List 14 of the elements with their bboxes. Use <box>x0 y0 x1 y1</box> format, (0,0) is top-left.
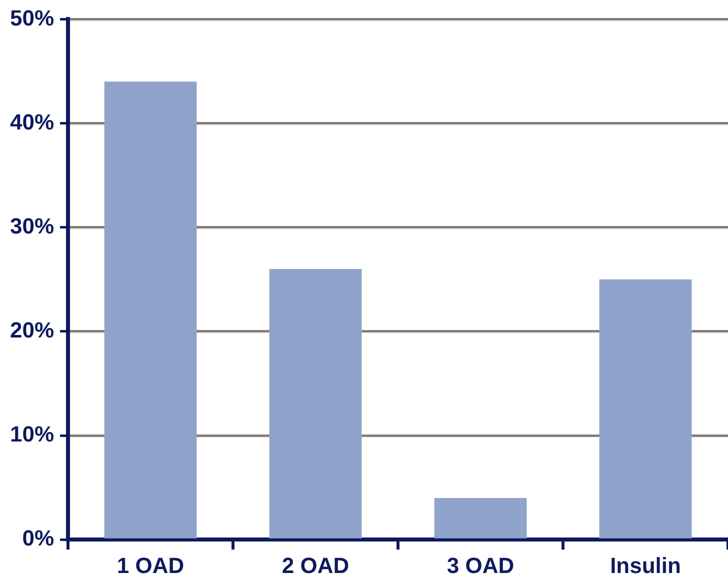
y-tick-label: 40% <box>10 109 54 134</box>
bar <box>104 82 197 538</box>
bar <box>599 279 692 538</box>
y-tick-label: 50% <box>10 5 54 30</box>
bar <box>434 498 527 538</box>
y-tick-label: 20% <box>10 318 54 343</box>
y-tick-label: 10% <box>10 422 54 447</box>
bar <box>269 268 362 538</box>
x-tick-label: Insulin <box>610 552 681 578</box>
x-tick-label: 2 OAD <box>282 552 350 578</box>
y-tick-label: 0% <box>22 526 54 551</box>
y-tick-label: 30% <box>10 213 54 238</box>
x-tick-label: 1 OAD <box>116 552 184 578</box>
x-tick-label: 3 OAD <box>446 552 514 578</box>
